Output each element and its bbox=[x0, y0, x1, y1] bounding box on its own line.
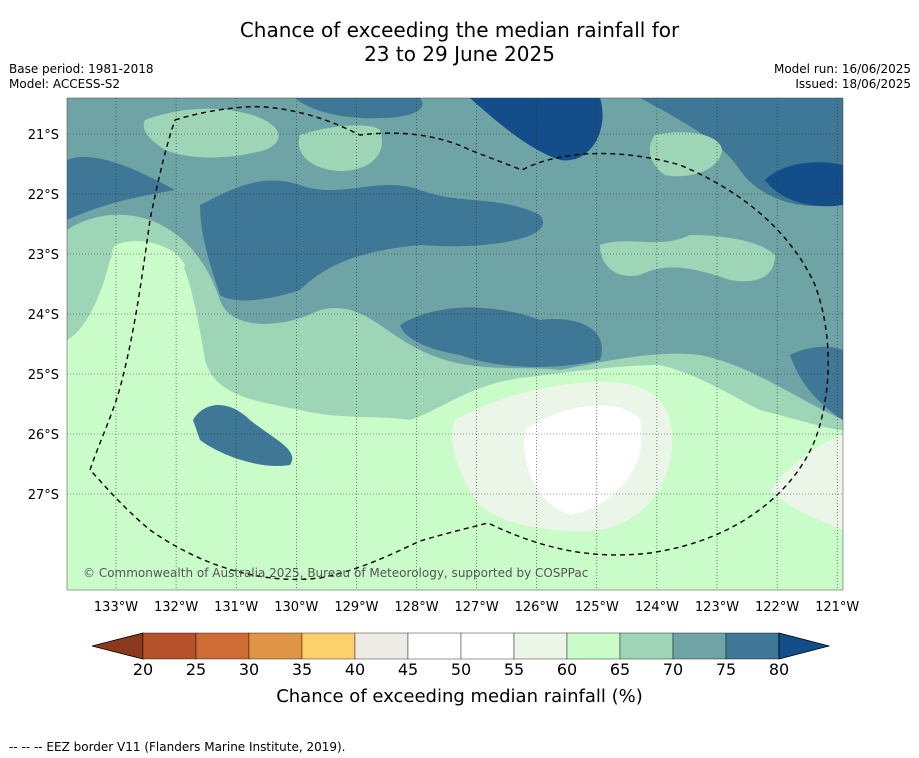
copyright-text: © Commonwealth of Australia 2025, Bureau… bbox=[83, 566, 588, 580]
lon-label: 129°W bbox=[334, 600, 378, 615]
map-fill-layers bbox=[67, 98, 843, 590]
field-above-80-east bbox=[765, 162, 843, 207]
colorbar-segment bbox=[566, 632, 621, 660]
latitude-labels: 21°S 22°S 23°S 24°S 25°S 26°S 27°S bbox=[28, 128, 59, 503]
colorbar-segment bbox=[354, 632, 409, 660]
meta-right: Model run: 16/06/2025 Issued: 18/06/2025 bbox=[774, 62, 911, 92]
colorbar-tick-label: 50 bbox=[450, 660, 472, 679]
colorbar-tick-label: 35 bbox=[291, 660, 313, 679]
footnote: -- -- -- EEZ border V11 (Flanders Marine… bbox=[9, 740, 346, 754]
colorbar-segment bbox=[195, 632, 250, 660]
colorbar bbox=[91, 632, 831, 660]
colorbar-segment bbox=[725, 632, 780, 660]
lon-label: 133°W bbox=[94, 600, 138, 615]
lon-label: 126°W bbox=[515, 600, 559, 615]
colorbar-low-extension bbox=[91, 632, 144, 660]
field-65-70-east bbox=[600, 235, 775, 282]
field-75-80-west bbox=[193, 405, 293, 466]
lon-label: 123°W bbox=[695, 600, 739, 615]
model-run: Model run: 16/06/2025 bbox=[773, 62, 911, 76]
colorbar-segment bbox=[513, 632, 568, 660]
colorbar-tick-label: 45 bbox=[397, 660, 419, 679]
colorbar-segment bbox=[460, 632, 515, 660]
colorbar-high-extension bbox=[778, 632, 831, 660]
lon-label: 124°W bbox=[635, 600, 679, 615]
colorbar-segment bbox=[672, 632, 727, 660]
field-above-80-top bbox=[470, 98, 603, 161]
lat-label: 27°S bbox=[28, 488, 59, 503]
lat-label: 24°S bbox=[28, 308, 59, 323]
lat-label: 21°S bbox=[28, 128, 59, 143]
colorbar-title: Chance of exceeding median rainfall (%) bbox=[276, 686, 643, 707]
map-frame bbox=[66, 97, 844, 591]
lon-label: 127°W bbox=[455, 600, 499, 615]
colorbar-segment bbox=[407, 632, 462, 660]
title-line-1: Chance of exceeding the median rainfall … bbox=[239, 18, 680, 42]
colorbar-tick-label: 75 bbox=[715, 660, 737, 679]
lon-label: 125°W bbox=[575, 600, 619, 615]
eez-border bbox=[89, 105, 829, 581]
field-65-70-north2 bbox=[298, 125, 382, 171]
chart-title: Chance of exceeding the median rainfall … bbox=[0, 18, 919, 66]
lat-label: 23°S bbox=[28, 248, 59, 263]
title-line-2: 23 to 29 June 2025 bbox=[364, 42, 555, 66]
colorbar-tick-label: 80 bbox=[768, 660, 790, 679]
colorbar-tick-label: 20 bbox=[132, 660, 154, 679]
base-period: Base period: 1981-2018 bbox=[9, 62, 154, 76]
colorbar-tick-label: 70 bbox=[662, 660, 684, 679]
colorbar-tick-label: 25 bbox=[185, 660, 207, 679]
colorbar-tick-label: 55 bbox=[503, 660, 525, 679]
lat-label: 22°S bbox=[28, 188, 59, 203]
colorbar-tick-label: 65 bbox=[609, 660, 631, 679]
lon-label: 121°W bbox=[815, 600, 859, 615]
colorbar-segment bbox=[248, 632, 303, 660]
colorbar-segment bbox=[619, 632, 674, 660]
field-55-60-se bbox=[770, 435, 843, 530]
lat-label: 25°S bbox=[28, 368, 59, 383]
colorbar-segment bbox=[301, 632, 356, 660]
lon-label: 128°W bbox=[394, 600, 438, 615]
field-50-55 bbox=[524, 405, 642, 515]
colorbar-tick-label: 30 bbox=[238, 660, 260, 679]
colorbar-tick-label: 40 bbox=[344, 660, 366, 679]
field-65-70-north bbox=[143, 108, 279, 158]
graticule bbox=[67, 98, 843, 590]
model-name: Model: ACCESS-S2 bbox=[9, 77, 121, 91]
lon-label: 130°W bbox=[274, 600, 318, 615]
lon-label: 131°W bbox=[214, 600, 258, 615]
field-75-80-mid bbox=[400, 307, 602, 367]
longitude-labels: 133°W 132°W 131°W 130°W 129°W 128°W 127°W 126°W… bbox=[94, 600, 860, 615]
field-75-80-east bbox=[790, 346, 843, 420]
field-75-80-central bbox=[200, 180, 544, 301]
lat-label: 26°S bbox=[28, 428, 59, 443]
colorbar-segment bbox=[142, 632, 197, 660]
field-65-70-ne bbox=[649, 132, 722, 177]
meta-left: Base period: 1981-2018 Model: ACCESS-S2 bbox=[9, 62, 154, 92]
lon-label: 132°W bbox=[154, 600, 198, 615]
field-75-80-top bbox=[295, 98, 423, 119]
issued-date: Issued: 18/06/2025 bbox=[795, 77, 911, 91]
field-75-80-nw bbox=[67, 156, 175, 220]
colorbar-tick-label: 60 bbox=[556, 660, 578, 679]
lon-label: 122°W bbox=[755, 600, 799, 615]
